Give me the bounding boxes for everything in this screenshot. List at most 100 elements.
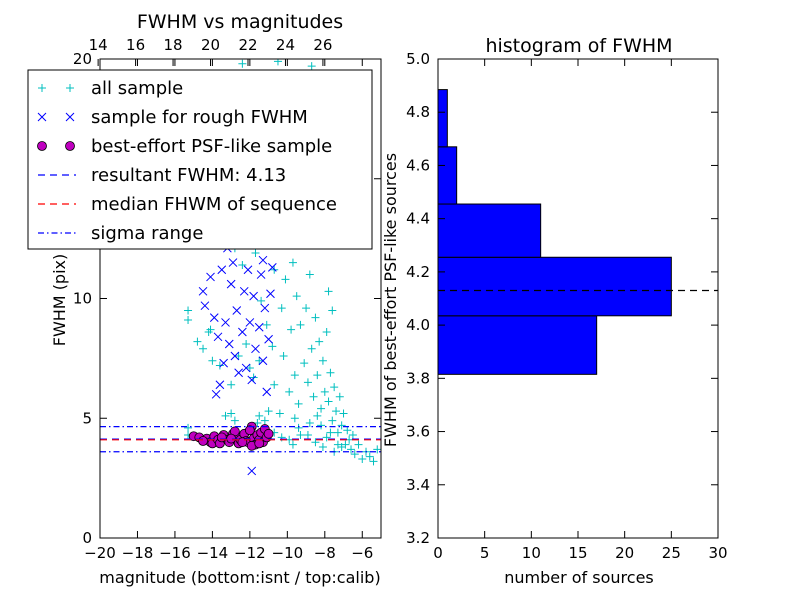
all-sample-point bbox=[199, 344, 208, 353]
rough-fwhm-point bbox=[243, 265, 253, 275]
all-sample-point bbox=[343, 426, 352, 435]
rough-fwhm-point bbox=[247, 375, 257, 385]
all-sample-point bbox=[193, 337, 202, 346]
all-sample-point bbox=[184, 306, 193, 315]
rough-fwhm-point bbox=[211, 389, 221, 399]
x-tick-label: 30 bbox=[708, 544, 727, 562]
rough-fwhm-point bbox=[200, 301, 210, 311]
all-sample-point bbox=[279, 351, 288, 360]
all-sample-point bbox=[255, 356, 264, 365]
legend-marker bbox=[65, 112, 75, 122]
all-sample-point bbox=[369, 457, 378, 466]
all-sample-point bbox=[337, 421, 346, 430]
all-sample-point bbox=[227, 409, 236, 418]
psf-like-point bbox=[216, 432, 227, 443]
y-tick-label: 10 bbox=[73, 290, 92, 308]
all-sample-point bbox=[290, 414, 299, 423]
histogram-bar bbox=[437, 146, 458, 205]
rough-fwhm-point bbox=[206, 272, 215, 282]
legend-entry: median FHWM of sequence bbox=[38, 194, 337, 215]
all-sample-point bbox=[313, 371, 322, 380]
psf-like-point bbox=[244, 425, 255, 436]
rough-fwhm-point bbox=[213, 332, 223, 342]
top-x-tick-label: 22 bbox=[238, 36, 257, 54]
all-sample-point bbox=[317, 404, 326, 413]
all-sample-point bbox=[330, 383, 339, 392]
all-sample-point bbox=[373, 445, 381, 454]
all-sample-point bbox=[287, 325, 296, 334]
all-sample-point bbox=[260, 416, 269, 425]
all-sample-point bbox=[288, 440, 297, 449]
left-y-axis-label: FWHM (pix) bbox=[50, 254, 69, 347]
legend-label: median FHWM of sequence bbox=[91, 194, 337, 215]
all-sample-point bbox=[184, 316, 193, 325]
all-sample-point bbox=[335, 392, 344, 401]
left-chart-title: FWHM vs magnitudes bbox=[137, 11, 343, 33]
all-sample-point bbox=[350, 450, 359, 459]
rough-fwhm-point bbox=[264, 334, 273, 344]
legend-label: all sample bbox=[91, 78, 183, 99]
rough-fwhm-point bbox=[241, 363, 251, 373]
all-sample-point bbox=[307, 344, 316, 353]
all-sample-point bbox=[255, 411, 264, 420]
all-sample-point bbox=[275, 409, 284, 418]
y-tick-label: 3.8 bbox=[406, 369, 430, 387]
all-sample-point bbox=[288, 258, 297, 267]
all-sample-point bbox=[318, 442, 327, 451]
top-x-tick-label: 20 bbox=[201, 36, 220, 54]
x-tick-label: 20 bbox=[615, 544, 634, 562]
all-sample-point bbox=[245, 363, 254, 372]
rough-fwhm-point bbox=[247, 466, 257, 476]
rough-fwhm-point bbox=[228, 258, 238, 267]
legend-entry: resultant FWHM: 4.13 bbox=[38, 165, 286, 186]
legend-marker bbox=[38, 84, 46, 92]
all-sample-point bbox=[324, 397, 333, 406]
top-x-tick-label: 24 bbox=[276, 36, 295, 54]
rough-fwhm-point bbox=[251, 344, 260, 354]
rough-fwhm-point bbox=[219, 358, 228, 368]
all-sample-point bbox=[208, 356, 217, 365]
all-sample-point bbox=[242, 340, 251, 349]
all-sample-point bbox=[307, 62, 316, 71]
y-tick-label: 3.6 bbox=[406, 423, 430, 441]
right-chart-title: histogram of FWHM bbox=[485, 35, 672, 57]
all-sample-point bbox=[328, 306, 337, 315]
all-sample-point bbox=[296, 320, 305, 329]
all-sample-point bbox=[318, 356, 327, 365]
rough-fwhm-point bbox=[209, 313, 219, 323]
rough-fwhm-point bbox=[239, 286, 249, 296]
rough-fwhm-point bbox=[260, 303, 270, 313]
rough-fwhm-point bbox=[254, 322, 264, 332]
all-sample-point bbox=[313, 411, 322, 420]
legend-entry: sample for rough FWHM bbox=[37, 107, 308, 128]
rough-fwhm-point bbox=[238, 327, 247, 337]
all-sample-point bbox=[333, 428, 342, 437]
all-sample-point bbox=[221, 411, 230, 420]
all-sample-point bbox=[300, 359, 309, 368]
y-tick-label: 3.4 bbox=[406, 476, 430, 494]
legend-marker bbox=[37, 141, 47, 151]
legend-label: sigma range bbox=[91, 223, 203, 244]
all-sample-point bbox=[273, 59, 282, 66]
all-sample-point bbox=[303, 378, 312, 387]
all-sample-point bbox=[305, 419, 314, 428]
top-x-tick-label: 14 bbox=[89, 36, 108, 54]
all-sample-point bbox=[354, 440, 363, 449]
x-tick-label: −6 bbox=[351, 544, 373, 562]
rough-fwhm-point bbox=[221, 318, 230, 327]
all-sample-point bbox=[322, 433, 331, 442]
histogram-bar bbox=[437, 315, 598, 375]
histogram-bar bbox=[437, 89, 448, 148]
all-sample-point bbox=[206, 325, 215, 334]
rough-fwhm-point bbox=[232, 306, 242, 315]
all-sample-point bbox=[365, 452, 374, 461]
all-sample-point bbox=[358, 454, 367, 463]
y-tick-label: 4.0 bbox=[406, 316, 430, 334]
legend-label: sample for rough FWHM bbox=[91, 107, 308, 128]
x-tick-label: −14 bbox=[197, 544, 229, 562]
legend-marker bbox=[66, 84, 74, 92]
all-sample-point bbox=[230, 416, 239, 425]
y-tick-label: 4.4 bbox=[406, 210, 430, 228]
x-tick-label: 0 bbox=[433, 544, 443, 562]
rough-fwhm-point bbox=[230, 351, 240, 361]
